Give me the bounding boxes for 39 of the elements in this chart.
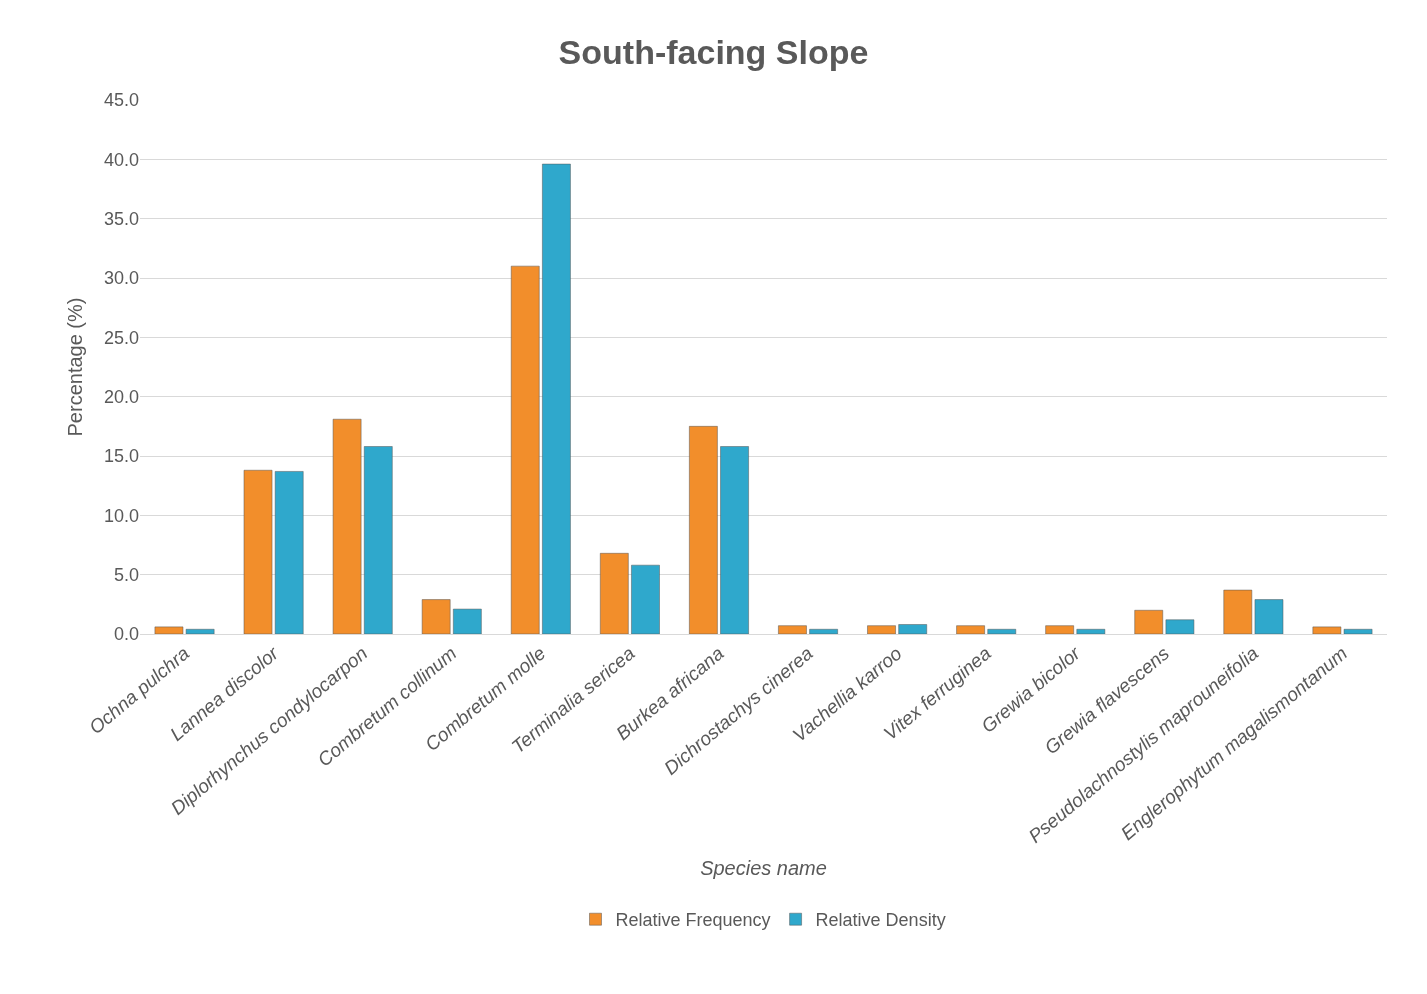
bar	[1134, 610, 1164, 634]
bar	[1254, 599, 1284, 634]
y-tick-label: 10.0	[103, 505, 139, 526]
y-tick-label: 15.0	[103, 446, 139, 467]
bar	[1223, 589, 1253, 634]
y-tick-label: 40.0	[103, 149, 139, 170]
bar	[243, 469, 273, 634]
bar	[600, 553, 629, 634]
bar	[453, 608, 482, 634]
legend-label: Relative Frequency	[615, 910, 771, 931]
y-tick-label: 35.0	[103, 208, 139, 229]
y-tick-label: 25.0	[103, 327, 139, 348]
bar	[809, 629, 838, 634]
bar	[1165, 619, 1195, 634]
bar	[720, 446, 749, 634]
y-tick-label: 5.0	[113, 564, 139, 585]
bar	[274, 471, 304, 634]
y-tick-label: 20.0	[103, 386, 139, 407]
bar	[363, 446, 393, 634]
chart-title: South-facing Slope	[558, 32, 869, 71]
bar	[510, 265, 540, 634]
x-axis-title: Species name	[700, 857, 827, 880]
bar	[1045, 625, 1074, 634]
y-axis-title: Percentage (%)	[64, 297, 87, 437]
y-tick-label: 45.0	[103, 90, 139, 111]
bar	[332, 418, 362, 634]
bar	[631, 564, 660, 634]
bar	[542, 163, 571, 634]
bar	[987, 629, 1017, 634]
legend-label: Relative Density	[815, 910, 946, 931]
bar	[867, 625, 896, 634]
bar	[956, 625, 985, 634]
y-tick-label: 0.0	[113, 624, 139, 645]
bar	[689, 426, 718, 634]
y-tick-label: 30.0	[103, 268, 139, 289]
bar	[898, 624, 927, 634]
bar	[778, 625, 807, 634]
bar	[1076, 629, 1106, 634]
bar	[421, 599, 451, 634]
